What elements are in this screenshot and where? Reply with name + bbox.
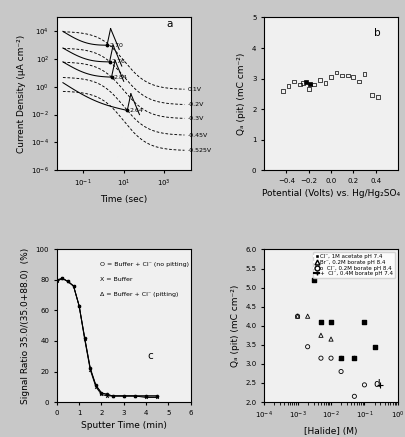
Point bbox=[285, 83, 291, 90]
Point bbox=[304, 313, 310, 320]
Point bbox=[343, 72, 350, 79]
Point bbox=[299, 80, 306, 87]
Point bbox=[327, 336, 333, 343]
Point bbox=[306, 80, 312, 87]
Point bbox=[305, 86, 311, 93]
Point bbox=[294, 313, 300, 320]
Point bbox=[350, 355, 357, 362]
Point bbox=[304, 343, 310, 350]
Point bbox=[316, 76, 322, 83]
Point bbox=[296, 81, 302, 88]
Text: a: a bbox=[166, 19, 173, 29]
Text: d: d bbox=[373, 379, 379, 389]
Point bbox=[279, 87, 286, 94]
Point bbox=[360, 382, 367, 388]
Point bbox=[322, 80, 328, 87]
Point bbox=[333, 69, 339, 76]
Point bbox=[355, 78, 361, 85]
Text: -0.3V: -0.3V bbox=[188, 116, 204, 121]
Point bbox=[327, 319, 333, 326]
Y-axis label: Qₐ (pit) (mC cm⁻²): Qₐ (pit) (mC cm⁻²) bbox=[230, 284, 239, 367]
Text: 0.1V: 0.1V bbox=[188, 87, 202, 92]
Legend: Cl⁻, 1M acetate pH 7.4, Br⁻, 0.2M borate pH 8.4, o  Cl⁻, 0.2M borate pH 8.4, +  : Cl⁻, 1M acetate pH 7.4, Br⁻, 0.2M borate… bbox=[312, 252, 394, 278]
Point bbox=[309, 277, 316, 284]
Point bbox=[338, 72, 345, 79]
X-axis label: Time (sec): Time (sec) bbox=[100, 194, 147, 204]
Point bbox=[350, 393, 357, 400]
Point bbox=[350, 355, 357, 362]
Point bbox=[376, 382, 383, 388]
Y-axis label: Signal Ratio 35.0/(35.0+88.0)  (%): Signal Ratio 35.0/(35.0+88.0) (%) bbox=[21, 248, 30, 404]
Point bbox=[360, 319, 367, 326]
Point bbox=[290, 78, 297, 85]
Text: 2.84: 2.84 bbox=[113, 75, 128, 80]
Point bbox=[317, 355, 324, 362]
Point bbox=[337, 355, 343, 362]
X-axis label: [Halide] (M): [Halide] (M) bbox=[303, 427, 357, 436]
Point bbox=[349, 73, 356, 80]
Y-axis label: Qₐ (pit) (mC cm⁻²): Qₐ (pit) (mC cm⁻²) bbox=[237, 52, 246, 135]
Text: -0.45V: -0.45V bbox=[188, 133, 208, 138]
Text: c: c bbox=[147, 351, 153, 361]
Text: -0.2V: -0.2V bbox=[188, 102, 204, 108]
Point bbox=[317, 319, 324, 326]
Point bbox=[360, 70, 367, 77]
Y-axis label: Current Density (μA cm⁻²): Current Density (μA cm⁻²) bbox=[17, 35, 26, 153]
Text: -0.525V: -0.525V bbox=[188, 148, 212, 153]
Text: 2.64: 2.64 bbox=[129, 108, 143, 113]
Point bbox=[337, 368, 343, 375]
Point bbox=[303, 79, 309, 86]
Point bbox=[370, 343, 377, 350]
Point bbox=[294, 313, 300, 320]
X-axis label: Potential (Volts) vs. Hg/Hg₂SO₄: Potential (Volts) vs. Hg/Hg₂SO₄ bbox=[261, 189, 399, 198]
Point bbox=[327, 355, 333, 362]
Text: 2.70: 2.70 bbox=[109, 43, 123, 48]
Text: 2.76: 2.76 bbox=[112, 59, 126, 64]
Point bbox=[310, 81, 317, 88]
Point bbox=[374, 94, 380, 101]
Text: b: b bbox=[373, 28, 379, 38]
Point bbox=[317, 332, 324, 339]
Point bbox=[327, 73, 333, 80]
Text: X = Buffer: X = Buffer bbox=[99, 277, 132, 282]
Text: O = Buffer + Cl⁻ (no pitting): O = Buffer + Cl⁻ (no pitting) bbox=[99, 262, 188, 267]
X-axis label: Sputter Time (min): Sputter Time (min) bbox=[81, 421, 166, 430]
Text: Δ = Buffer + Cl⁻ (pitting): Δ = Buffer + Cl⁻ (pitting) bbox=[99, 292, 177, 297]
Point bbox=[368, 92, 375, 99]
Point bbox=[337, 355, 343, 362]
